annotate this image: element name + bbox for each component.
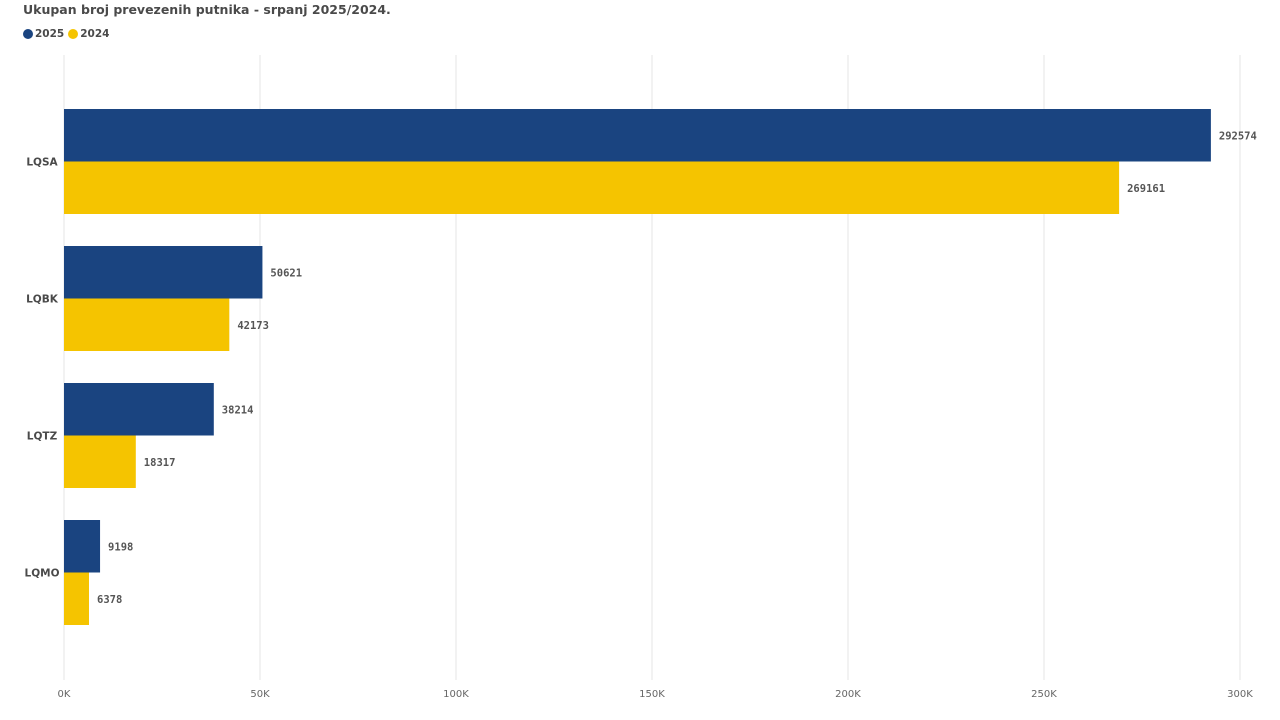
x-tick-label: 300K (1227, 689, 1253, 700)
bar-lqtz-2024[interactable] (64, 435, 136, 489)
data-label: 42173 (237, 320, 269, 332)
bar-lqtz-2025[interactable] (64, 383, 214, 436)
category-axis: LQSA LQBK LQTZ LQMO (25, 157, 60, 580)
data-label: 269161 (1127, 183, 1165, 195)
bars (64, 109, 1211, 625)
data-label: 38214 (222, 404, 254, 416)
x-tick-label: 50K (250, 689, 270, 700)
category-label: LQMO (25, 568, 60, 580)
category-label: LQTZ (27, 431, 58, 443)
bar-lqmo-2024[interactable] (64, 572, 90, 626)
bar-lqsa-2024[interactable] (64, 161, 1120, 215)
data-label: 9198 (108, 541, 133, 553)
x-tick-label: 100K (443, 689, 469, 700)
legend-item-2024[interactable]: 2024 (68, 28, 109, 40)
value-axis: 0K 50K 100K 150K 200K 250K 300K (58, 689, 1254, 700)
bar-lqmo-2025[interactable] (64, 520, 101, 573)
chart-title: Ukupan broj prevezenih putnika - srpanj … (23, 2, 391, 17)
x-tick-label: 250K (1031, 689, 1057, 700)
bar-lqbk-2024[interactable] (64, 298, 230, 352)
data-label: 50621 (270, 267, 302, 279)
legend-swatch-2024 (68, 29, 79, 39)
legend: 2025 2024 (23, 28, 113, 40)
bar-lqbk-2025[interactable] (64, 246, 263, 299)
data-label: 292574 (1219, 130, 1257, 142)
legend-label-2024: 2024 (80, 28, 110, 40)
x-tick-label: 0K (58, 689, 71, 700)
legend-swatch-2025 (23, 29, 33, 39)
legend-item-2025[interactable]: 2025 (23, 28, 64, 40)
x-tick-label: 200K (835, 689, 861, 700)
x-tick-label: 150K (639, 689, 665, 700)
data-labels: 292574 269161 50621 42173 38214 18317 9198 6378 (97, 130, 1257, 606)
data-label: 6378 (97, 594, 122, 606)
category-label: LQBK (26, 294, 59, 306)
legend-label-2025: 2025 (35, 28, 65, 40)
data-label: 18317 (144, 457, 176, 469)
bar-lqsa-2025[interactable] (64, 109, 1211, 162)
category-label: LQSA (26, 157, 58, 169)
